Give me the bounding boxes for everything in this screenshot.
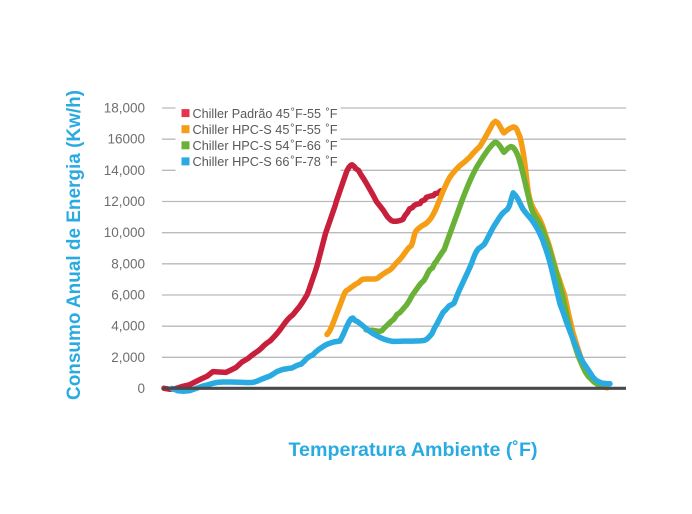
svg-text:16000: 16000 — [107, 132, 145, 147]
svg-text:Chiller HPC-S 45 ˚F-55 ˚F: Chiller HPC-S 45 ˚F-55 ˚F — [193, 122, 338, 137]
svg-text:Chiller Padrão 45 ˚F-55 ˚F: Chiller Padrão 45 ˚F-55 ˚F — [193, 106, 338, 121]
svg-text:Temperatura Ambiente (˚F): Temperatura Ambiente (˚F) — [289, 438, 538, 461]
svg-text:2,000: 2,000 — [111, 350, 145, 365]
svg-text:0: 0 — [137, 381, 145, 396]
svg-text:18,000: 18,000 — [104, 101, 145, 116]
svg-text:Chiller HPC-S 66 ˚F-78 ˚F: Chiller HPC-S 66 ˚F-78 ˚F — [193, 154, 338, 169]
svg-text:8,000: 8,000 — [111, 256, 145, 271]
svg-text:6,000: 6,000 — [111, 288, 145, 303]
svg-text:12,000: 12,000 — [104, 194, 145, 209]
svg-text:Chiller HPC-S 54 ˚F-66 ˚F: Chiller HPC-S 54 ˚F-66 ˚F — [193, 138, 338, 153]
svg-text:10,000: 10,000 — [104, 225, 145, 240]
svg-text:Consumo Anual de Energia (Kw/h: Consumo Anual de Energia (Kw/h) — [64, 90, 85, 400]
svg-text:4,000: 4,000 — [111, 319, 145, 334]
svg-text:14,000: 14,000 — [104, 163, 145, 178]
